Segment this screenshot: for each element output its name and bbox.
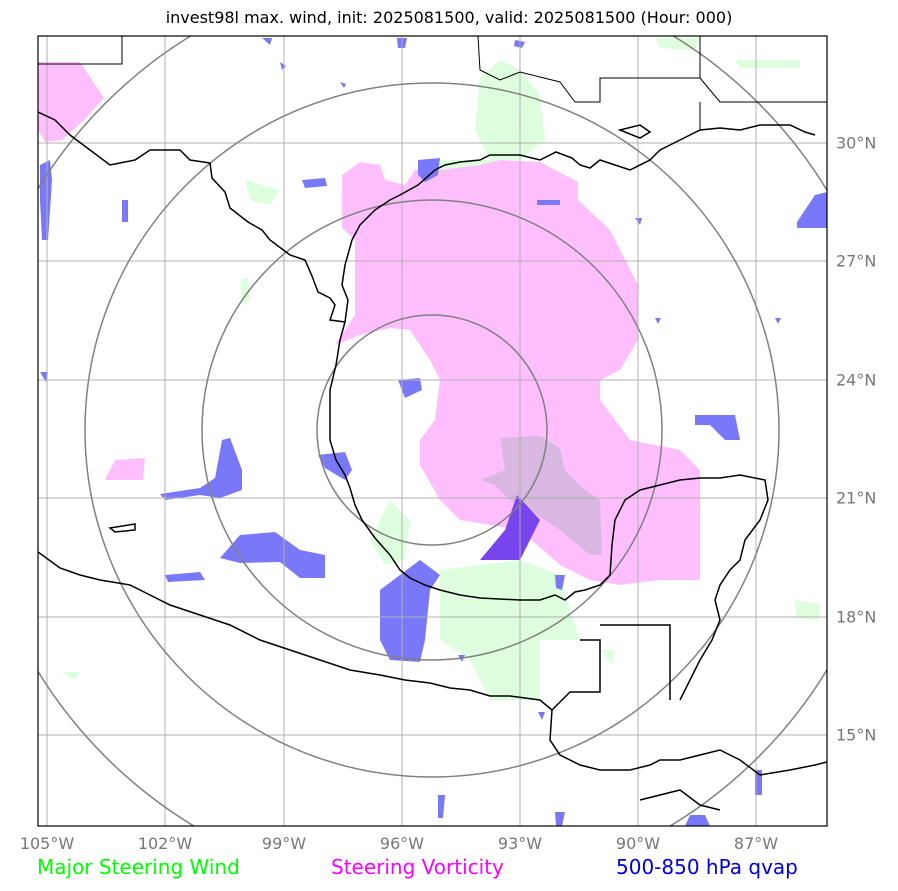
overlap-areas [480, 436, 602, 555]
legend-steering-wind: Major Steering Wind [37, 855, 240, 879]
lon-label-102w: 102°W [137, 834, 193, 853]
lon-label-96w: 96°W [379, 834, 425, 853]
lon-label-87w: 87°W [733, 834, 779, 853]
lat-label-21n: 21°N [836, 488, 877, 508]
lat-label-18n: 18°N [836, 607, 877, 627]
coastlines [38, 111, 827, 811]
steering-vorticity-areas [38, 62, 700, 585]
map-frame [37, 35, 828, 827]
gridlines [38, 36, 827, 826]
lon-label-99w: 99°W [261, 834, 307, 853]
lon-label-105w: 105°W [19, 834, 75, 853]
map-title: invest98l max. wind, init: 2025081500, v… [165, 8, 733, 27]
legend-steering-vorticity: Steering Vorticity [331, 855, 504, 879]
steering-wind-areas [62, 38, 820, 700]
borders [38, 36, 827, 130]
lat-label-30n: 30°N [836, 133, 877, 153]
legend-qvap: 500-850 hPa qvap [616, 855, 798, 879]
lon-label-90w: 90°W [615, 834, 661, 853]
qvap-strong-area [480, 495, 540, 560]
lon-label-93w: 93°W [497, 834, 543, 853]
lat-label-15n: 15°N [836, 725, 877, 745]
lat-label-27n: 27°N [836, 251, 877, 271]
lat-label-24n: 24°N [836, 370, 877, 390]
